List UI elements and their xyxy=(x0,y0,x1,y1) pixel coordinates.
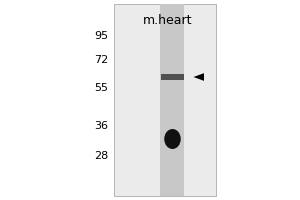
Text: 55: 55 xyxy=(94,83,108,93)
Bar xyxy=(114,4,216,196)
Text: 28: 28 xyxy=(94,151,108,161)
Text: 95: 95 xyxy=(94,31,108,41)
Bar xyxy=(160,4,184,196)
Text: 36: 36 xyxy=(94,121,108,131)
Polygon shape xyxy=(194,73,204,81)
Bar xyxy=(161,74,184,80)
Ellipse shape xyxy=(164,129,181,149)
Text: 72: 72 xyxy=(94,55,108,65)
Text: m.heart: m.heart xyxy=(143,14,193,27)
